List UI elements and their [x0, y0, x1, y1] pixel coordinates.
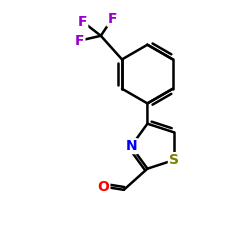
Text: S: S [169, 153, 179, 167]
Text: O: O [98, 180, 110, 194]
Text: F: F [75, 34, 85, 48]
Text: F: F [78, 14, 87, 28]
Text: F: F [108, 12, 117, 26]
Text: N: N [125, 139, 137, 153]
